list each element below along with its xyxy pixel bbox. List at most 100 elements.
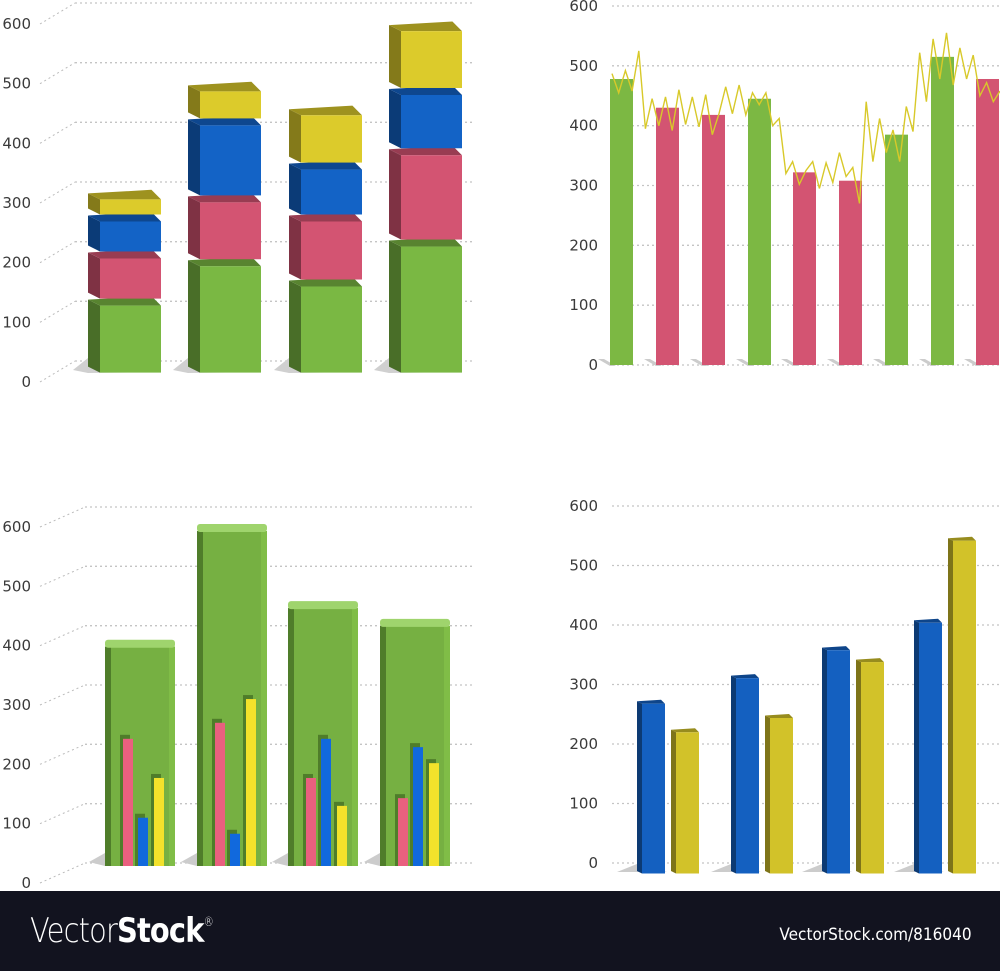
bar-shadow xyxy=(181,853,197,866)
grouped-bar xyxy=(676,732,699,874)
background-bar-side xyxy=(288,608,294,866)
bar xyxy=(610,78,633,365)
stacked-segment xyxy=(401,31,462,88)
bar xyxy=(931,56,954,365)
grouped-bar-chart: 0 100 200 300 400 500 600 xyxy=(569,497,1000,874)
y-tick-label: 0 xyxy=(21,874,31,891)
background-bar-side xyxy=(105,646,111,866)
vectorstock-logo: VectorStock® xyxy=(30,911,214,951)
stacked-segment xyxy=(200,125,261,196)
bar xyxy=(656,107,679,365)
stacked-segment-top xyxy=(188,81,261,92)
y-tick-label: 600 xyxy=(569,0,598,15)
inner-bar xyxy=(429,763,439,866)
grouped-bar xyxy=(861,662,884,874)
bar-shadow xyxy=(364,853,380,866)
stock-id: VectorStock.com/816040 xyxy=(779,925,972,945)
inner-bar xyxy=(337,805,347,866)
grouped-bar-side xyxy=(637,701,642,874)
charts-canvas: 0 100 200 300 400 500 600 0 100 200 300 400 500 600 0 1… xyxy=(2,0,1000,891)
grouped-bar-top xyxy=(637,699,665,704)
nested-bar-chart: 0 100 200 300 400 500 600 xyxy=(2,506,472,891)
stacked-segment xyxy=(200,91,261,119)
y-tick-label: 100 xyxy=(2,313,31,331)
grouped-bar xyxy=(953,540,976,874)
stacked-segment xyxy=(301,169,362,215)
grouped-bar-top xyxy=(765,714,793,719)
stacked-segment-top xyxy=(389,21,462,32)
gridline-perspective xyxy=(39,181,76,204)
y-tick-label: 500 xyxy=(569,57,598,75)
gridline-perspective xyxy=(39,2,76,25)
gridline-perspective xyxy=(39,803,86,825)
grouped-bar-side xyxy=(671,729,676,874)
stacked-segment-side xyxy=(188,196,200,260)
bar xyxy=(839,180,862,365)
stacked-segment-side xyxy=(289,280,301,373)
stacked-segment-side xyxy=(289,109,301,163)
y-tick-label: 500 xyxy=(2,577,31,595)
background-bar-cap xyxy=(197,524,267,532)
y-tick-label: 600 xyxy=(569,497,598,515)
grouped-bar-side xyxy=(948,538,953,874)
y-tick-label: 100 xyxy=(2,815,31,833)
stacked-segment xyxy=(401,155,462,240)
bar xyxy=(793,172,816,365)
y-tick-label: 200 xyxy=(2,254,31,272)
y-tick-label: 400 xyxy=(2,134,31,152)
grouped-bar-side xyxy=(765,715,770,874)
background-bar-cap xyxy=(288,601,358,610)
grouped-bar xyxy=(770,718,793,874)
inner-bar xyxy=(215,722,225,866)
background-bar-edge xyxy=(169,646,175,866)
background-bar-edge xyxy=(444,625,450,866)
y-tick-label: 300 xyxy=(569,676,598,694)
grouped-bar-top xyxy=(731,674,759,679)
gridline-perspective xyxy=(39,565,86,587)
grouped-bar xyxy=(736,678,759,874)
y-tick-label: 500 xyxy=(2,75,31,93)
gridline-perspective xyxy=(39,300,76,323)
y-tick-label: 600 xyxy=(2,518,31,536)
inner-bar xyxy=(138,817,148,866)
stacked-segment-side xyxy=(389,25,401,88)
background-bar-side xyxy=(197,531,203,866)
stacked-segment xyxy=(100,305,161,373)
background-bar-edge xyxy=(261,531,267,866)
y-tick-label: 200 xyxy=(569,236,598,254)
grouped-bar-top xyxy=(948,536,976,541)
gridline-perspective xyxy=(39,121,76,144)
stacked-segment xyxy=(100,199,161,215)
gridline-perspective xyxy=(39,241,76,264)
grouped-bar-top xyxy=(671,728,699,733)
grouped-bar-side xyxy=(914,620,919,874)
bar xyxy=(976,78,999,365)
inner-bar xyxy=(246,699,256,866)
y-tick-label: 300 xyxy=(569,177,598,195)
y-tick-label: 400 xyxy=(569,117,598,135)
gridline-perspective xyxy=(39,625,86,647)
stacked-segment-side xyxy=(188,119,200,196)
inner-bar xyxy=(413,747,423,866)
footer-bar: VectorStock® VectorStock.com/816040 xyxy=(0,891,1000,971)
stacked-segment xyxy=(301,221,362,280)
logo-mark: ® xyxy=(203,915,214,929)
inner-bar xyxy=(321,738,331,866)
gridline-perspective xyxy=(39,506,86,528)
bar xyxy=(885,134,908,365)
stacked-bar-chart: 0 100 200 300 400 500 600 xyxy=(2,2,475,391)
y-tick-label: 400 xyxy=(569,616,598,634)
stacked-segment-top xyxy=(289,105,362,116)
stacked-segment-side xyxy=(289,215,301,280)
stacked-segment-side xyxy=(88,215,100,252)
y-tick-label: 400 xyxy=(2,637,31,655)
grouped-bar-top xyxy=(914,618,942,623)
y-tick-label: 200 xyxy=(569,735,598,753)
grouped-bar-side xyxy=(731,675,736,874)
grouped-bar-top xyxy=(822,646,850,651)
y-tick-label: 600 xyxy=(2,15,31,33)
stacked-segment xyxy=(100,221,161,252)
stacked-segment xyxy=(100,258,161,299)
stacked-segment-side xyxy=(88,252,100,299)
